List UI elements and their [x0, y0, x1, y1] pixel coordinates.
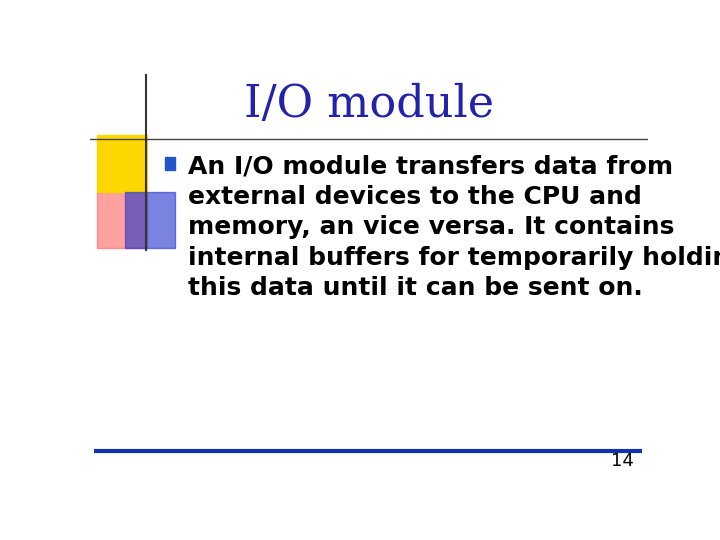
Bar: [96, 192, 147, 248]
Bar: [166, 157, 176, 170]
Bar: [96, 136, 147, 192]
Text: 14: 14: [611, 452, 634, 470]
Bar: [125, 192, 175, 248]
Text: An I/O module transfers data from: An I/O module transfers data from: [188, 154, 672, 179]
Text: memory, an vice versa. It contains: memory, an vice versa. It contains: [188, 215, 674, 239]
Text: I/O module: I/O module: [244, 83, 494, 126]
Text: internal buffers for temporarily holding: internal buffers for temporarily holding: [188, 246, 720, 270]
Text: external devices to the CPU and: external devices to the CPU and: [188, 185, 642, 209]
Text: this data until it can be sent on.: this data until it can be sent on.: [188, 276, 642, 300]
